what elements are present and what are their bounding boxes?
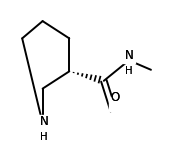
Text: H: H — [40, 132, 48, 142]
Text: H: H — [125, 66, 133, 76]
Text: N: N — [125, 49, 133, 62]
Text: O: O — [110, 91, 119, 104]
Text: O: O — [110, 91, 119, 104]
Bar — [38, 115, 50, 129]
Text: N: N — [40, 115, 49, 128]
Text: N: N — [125, 49, 133, 62]
Bar — [123, 49, 135, 63]
Bar — [109, 97, 121, 111]
Text: H: H — [40, 132, 48, 142]
Text: N: N — [40, 115, 49, 128]
Text: H: H — [125, 66, 133, 76]
